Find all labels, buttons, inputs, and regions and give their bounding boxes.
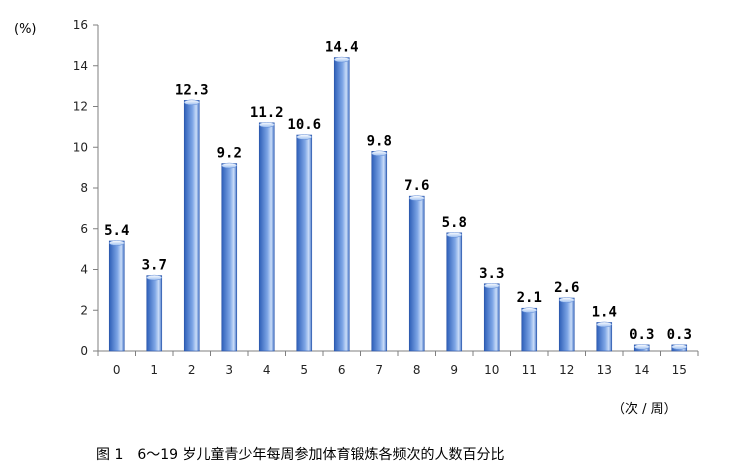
x-tick-label: 6: [338, 363, 346, 377]
data-label: 0.3: [667, 327, 692, 343]
bar: [146, 275, 163, 352]
y-tick-label: 16: [73, 18, 88, 32]
bar: [558, 297, 575, 352]
bar: [446, 232, 463, 352]
bar: [108, 240, 125, 352]
x-tick-label: 7: [375, 363, 383, 377]
data-label: 3.7: [142, 258, 167, 274]
data-label: 10.6: [287, 117, 321, 133]
bar-cap: [109, 240, 125, 246]
x-tick-label: 13: [597, 363, 612, 377]
bar-cap: [146, 274, 162, 281]
bar: [371, 151, 388, 352]
y-tick-label: 10: [73, 140, 88, 154]
x-tick-label: 9: [450, 363, 458, 377]
x-tick-label: 15: [672, 363, 687, 377]
y-tick-label: 2: [80, 303, 88, 317]
data-label: 5.4: [104, 223, 129, 239]
y-tick-label: 4: [80, 263, 88, 277]
bar-cap: [371, 150, 387, 157]
bars: [108, 56, 688, 352]
bar: [258, 122, 275, 352]
bar: [333, 57, 350, 352]
x-tick-label: 0: [113, 363, 121, 377]
data-label: 12.3: [175, 82, 209, 98]
y-tick-label: 12: [73, 100, 88, 114]
data-label: 2.1: [517, 290, 542, 306]
bar: [521, 307, 538, 352]
x-tick-label: 11: [522, 363, 537, 377]
bar-cap: [221, 162, 237, 169]
x-axis-unit: （次 / 周）: [612, 401, 677, 417]
data-label: 11.2: [250, 105, 284, 121]
data-label: 5.8: [442, 215, 467, 231]
y-axis-unit: (%): [14, 22, 37, 37]
x-tick-label: 3: [225, 363, 233, 377]
bar: [408, 195, 425, 352]
bar-cap: [596, 321, 612, 328]
y-axis: 0 2 4 6 8 10 12 14 16: [73, 18, 99, 358]
x-tick-label: 4: [263, 363, 271, 377]
x-tick-label: 1: [150, 363, 158, 377]
bar-cap: [259, 122, 275, 128]
data-label: 9.2: [217, 146, 242, 162]
y-tick-label: 0: [80, 344, 88, 358]
data-label: 9.8: [367, 133, 392, 149]
x-tick-label: 12: [559, 363, 574, 377]
bar: [221, 163, 238, 352]
bar-cap: [484, 283, 500, 289]
bar: [483, 283, 500, 352]
data-label: 14.4: [325, 40, 359, 56]
x-tick-label: 8: [413, 363, 421, 377]
y-tick-label: 8: [80, 181, 88, 195]
bar-cap: [634, 344, 650, 350]
x-tick-label: 2: [188, 363, 196, 377]
data-labels: 5.4 3.7 12.3 9.2 11.210.6 14.4 9.8 7.6 5.8 3.3 2.1…: [104, 40, 692, 343]
y-tick-label: 6: [80, 222, 88, 236]
bar-cap: [521, 307, 537, 313]
bar-cap: [559, 297, 575, 303]
data-label: 1.4: [592, 304, 617, 320]
bar-cap: [296, 134, 312, 140]
x-tick-label: 5: [300, 363, 308, 377]
y-tick-label: 14: [73, 59, 88, 73]
data-label: 2.6: [554, 280, 579, 296]
x-axis: 0 1 2 3 4 5 6 7 8 9 10 11 12 13 14 15: [97, 350, 699, 377]
bar-cap: [409, 195, 425, 201]
bar: [296, 134, 313, 352]
bar-cap: [334, 56, 350, 63]
data-label: 7.6: [404, 178, 429, 194]
bar-cap: [184, 99, 200, 106]
x-tick-label: 14: [634, 363, 649, 377]
data-label: 0.3: [629, 327, 654, 343]
bar-cap: [446, 232, 462, 238]
bar-cap: [671, 344, 687, 350]
x-tick-label: 10: [484, 363, 499, 377]
figure-caption: 图 1 6～19 岁儿童青少年每周参加体育锻炼各频次的人数百分比: [96, 446, 505, 463]
bar: [183, 100, 200, 352]
data-label: 3.3: [479, 266, 504, 282]
